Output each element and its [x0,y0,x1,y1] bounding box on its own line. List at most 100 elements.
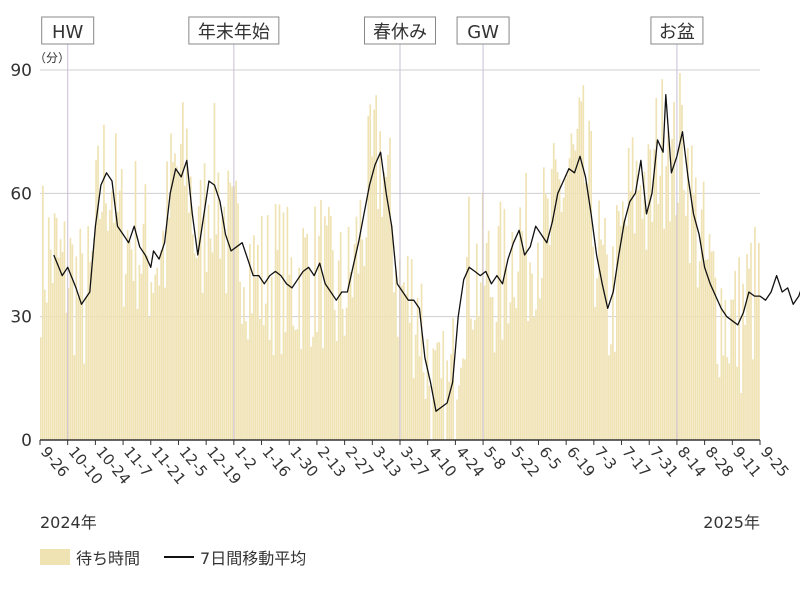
wait-time-bar [483,285,486,440]
x-tick-label: 4-10 [425,443,461,481]
wait-time-bar [89,261,91,440]
wait-time-bar [237,203,239,440]
wait-time-bar [306,233,308,440]
wait-time-bar [531,273,533,440]
wait-time-bar [112,222,115,440]
wait-time-bar [389,137,391,440]
wait-time-bar [708,233,711,440]
y-tick-labels: 0 30 60 90（分） [10,51,70,451]
wait-time-bar [692,194,695,440]
wait-time-bar [464,359,466,440]
wait-time-bar [217,172,220,440]
wait-time-bar [744,324,746,440]
wait-time-bar [472,329,474,440]
wait-time-bar [667,131,669,440]
wait-time-bar [211,252,214,440]
wait-time-bar [704,259,707,440]
wait-time-bar [164,287,166,440]
wait-time-bar [239,281,241,440]
wait-time-bar [219,258,222,440]
x-tick-label: 3-13 [369,443,405,481]
wait-time-bar [681,104,683,440]
wait-time-bar [170,133,172,440]
legend: 待ち時間 7日間移動平均 [40,546,306,568]
wait-time-bar [99,219,101,440]
wait-time-bar [371,156,374,440]
wait-time-bar [229,182,232,440]
wait-time-bar [264,303,267,440]
x-tick-label: 6-19 [563,443,599,481]
wait-time-bar [572,144,575,440]
wait-time-bar [748,268,750,440]
wait-time-bar [69,237,72,440]
wait-time-bar [260,215,263,440]
x-tick-label: 1-30 [286,443,322,481]
wait-time-bar [466,257,468,440]
wait-time-bar [560,211,563,440]
wait-time-bar [712,250,715,440]
wait-time-bar [590,130,593,440]
wait-time-bar [77,297,80,440]
wait-time-bar [738,257,740,440]
wait-time-bar [144,184,147,440]
wait-time-bar [247,339,249,440]
wait-time-bar [41,185,44,440]
wait-time-bar [235,180,237,440]
wait-time-bar [191,234,194,440]
y-tick-label: 30 [10,308,32,328]
event-label-box [650,16,704,45]
wait-time-bar [537,242,539,440]
wait-time-bar [554,159,557,440]
wait-time-bar [148,317,151,440]
wait-time-bar [140,273,143,440]
wait-time-bar [59,239,62,440]
wait-time-bar [314,206,316,440]
wait-time-bar [55,217,58,440]
x-tick-label: 7-17 [618,443,654,481]
wait-time-bar [71,244,74,440]
wait-time-bar [328,206,330,440]
wait-time-bar [617,210,620,440]
wait-time-bar [262,325,265,440]
moving-average-line-group [53,94,800,412]
wait-time-bar [460,367,462,440]
wait-time-bar [726,357,729,440]
wait-time-bar [416,297,419,440]
wait-time-bar [213,102,216,441]
x-tick-label: 9-11 [729,443,765,481]
wait-time-bar [683,190,685,440]
wait-time-bar [65,312,68,440]
wait-time-bar [185,128,188,440]
wait-time-bar [556,172,559,441]
wait-time-bar [223,206,226,440]
wait-time-bar [361,239,364,440]
wait-time-bar [207,204,210,440]
legend-line-swatch [164,556,195,558]
wait-time-bar [659,175,662,440]
wait-time-bar [627,147,630,440]
wait-time-bar [359,199,362,440]
wait-time-bar [724,299,727,440]
wait-time-bar [379,131,381,441]
wait-time-bar [495,321,498,440]
wait-time-bar [300,349,303,440]
wait-time-bar [308,267,310,440]
wait-time-bar [298,267,301,440]
wait-time-bar [203,163,206,441]
wait-time-bar [93,238,95,440]
wait-time-bar [193,253,196,440]
wait-time-bar [592,246,594,440]
wait-time-bar [124,274,127,440]
wait-time-bar [85,296,88,440]
wait-time-bar [367,116,370,441]
wait-time-bar [507,323,510,440]
wait-time-bar [541,277,543,440]
wait-time-bar [221,217,224,440]
wait-time-bar [596,278,598,440]
wait-time-bar [103,124,105,441]
wait-time-bar [95,160,97,440]
wait-time-bar [304,237,306,440]
wait-time-bar [418,356,421,440]
wait-time-bar [499,201,502,440]
wait-time-bar [598,200,600,440]
